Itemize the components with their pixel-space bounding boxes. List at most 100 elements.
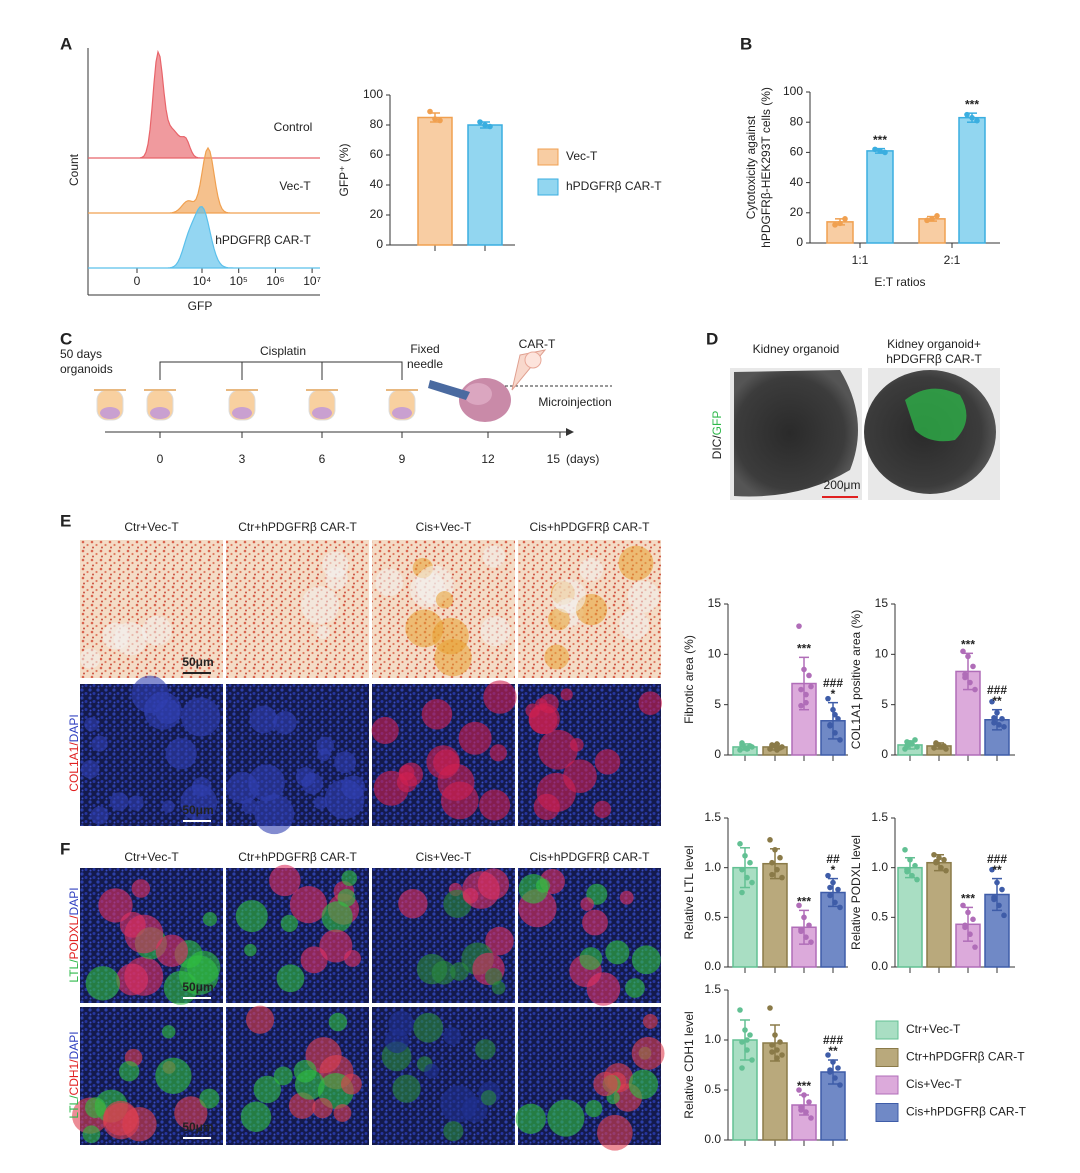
data-point <box>767 1005 773 1011</box>
data-point <box>769 1049 775 1055</box>
stain-part: DAPI <box>67 1031 81 1059</box>
tissue-feature <box>547 1099 585 1137</box>
data-point <box>837 1082 843 1088</box>
data-point <box>943 746 949 752</box>
data-point <box>482 122 488 128</box>
stain-part: LTL/ <box>67 1095 81 1119</box>
significance: ### <box>823 1033 843 1047</box>
data-point <box>974 117 980 124</box>
tissue-feature <box>535 878 551 893</box>
data-point <box>967 679 973 686</box>
data-point <box>832 222 838 228</box>
tissue-feature <box>131 879 151 898</box>
tissue-feature <box>102 1102 140 1140</box>
data-point <box>796 902 802 909</box>
legend-label: Vec-T <box>566 149 598 163</box>
timeline-text: 50 days <box>60 347 102 361</box>
timeline-label: 9 <box>399 452 406 466</box>
y-tick-label: 15 <box>708 596 722 610</box>
stain-label: DIC/GFP <box>710 411 724 460</box>
y-axis-label: Relative CDH1 level <box>682 1011 696 1118</box>
significance: ### <box>987 683 1007 697</box>
data-point <box>837 904 843 911</box>
legend-swatch <box>875 1048 899 1067</box>
tissue-feature <box>580 897 594 911</box>
data-point <box>808 939 814 945</box>
tissue-feature <box>560 688 573 701</box>
tissue-feature <box>273 1066 293 1086</box>
data-point <box>931 851 937 858</box>
column-header: Ctr+hPDGFRβ CAR-T <box>238 850 357 864</box>
significance: *** <box>965 97 979 111</box>
data-point <box>806 922 812 929</box>
tissue-feature <box>301 772 324 795</box>
arrow-head <box>566 428 574 436</box>
tissue-feature <box>605 940 630 965</box>
data-point <box>830 879 836 886</box>
tissue-feature <box>375 568 404 597</box>
tissue-feature <box>569 737 584 752</box>
tissue-feature <box>485 926 514 956</box>
cell-bubble <box>524 351 542 369</box>
tissue-feature <box>312 1097 333 1119</box>
significance: *** <box>873 133 887 147</box>
tissue-feature <box>90 806 109 825</box>
data-point <box>1001 912 1007 919</box>
tissue-feature <box>431 960 456 985</box>
tissue-feature <box>421 698 453 730</box>
tissue-feature <box>515 1103 546 1134</box>
data-point <box>827 722 833 728</box>
tissue-feature <box>642 1013 658 1029</box>
y-tick-label: 40 <box>790 175 804 189</box>
tissue-feature <box>538 729 578 770</box>
data-point <box>996 902 1002 909</box>
data-point <box>744 874 750 881</box>
significance: *** <box>797 642 811 656</box>
tissue-feature <box>333 1104 352 1122</box>
tissue-feature <box>440 1085 478 1123</box>
x-tick-label: 10⁷ <box>303 274 321 288</box>
gfp-signal <box>905 388 967 442</box>
data-point <box>437 117 443 124</box>
y-tick-label: 1.0 <box>704 1032 721 1046</box>
significance: *** <box>797 1079 811 1093</box>
data-point <box>960 648 966 655</box>
tissue-feature <box>539 693 559 714</box>
data-point <box>801 666 807 673</box>
tissue-feature <box>462 888 479 904</box>
data-point <box>774 1047 780 1053</box>
significance: ** <box>992 863 1002 877</box>
stain-label: LTL/CDH1/DAPI <box>67 1031 81 1118</box>
stain-part: DAPI <box>67 887 81 915</box>
tissue-feature <box>593 800 612 819</box>
tissue-feature <box>84 717 99 732</box>
data-point <box>907 856 913 863</box>
data-point <box>772 846 778 853</box>
tissue-feature <box>619 890 634 905</box>
tissue-feature <box>79 648 101 669</box>
tissue-feature <box>384 1028 410 1054</box>
y-tick-label: 100 <box>783 84 803 98</box>
bar <box>417 116 453 246</box>
tissue-feature <box>638 691 663 715</box>
tissue-feature <box>547 608 570 631</box>
tissue-feature <box>491 981 506 995</box>
tissue-feature <box>437 763 475 801</box>
organoid-well <box>150 407 170 419</box>
data-point <box>744 745 750 751</box>
timeline-text: CAR-T <box>519 337 556 351</box>
y-tick-label: 0.0 <box>704 1132 721 1146</box>
data-point <box>914 744 920 750</box>
tissue-feature <box>593 1071 618 1097</box>
data-point <box>991 714 997 721</box>
tissue-feature <box>482 545 505 568</box>
y-axis-label: Relative PODXL level <box>849 835 863 950</box>
data-point <box>999 886 1005 893</box>
data-point <box>432 116 438 122</box>
data-point <box>749 744 755 750</box>
significance: *** <box>797 895 811 909</box>
y-tick-label: 1.0 <box>871 860 888 874</box>
tissue-feature <box>334 751 357 774</box>
data-point <box>477 119 483 125</box>
y-tick-label: 0.5 <box>704 910 721 924</box>
